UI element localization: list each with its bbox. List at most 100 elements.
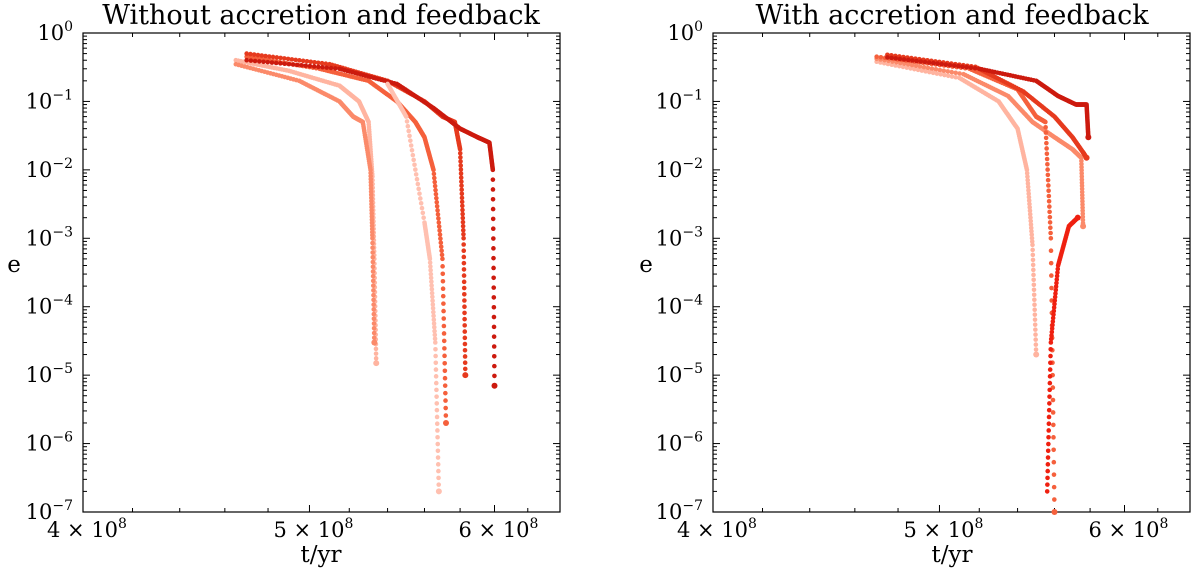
data-point xyxy=(435,434,440,440)
y-tick-label: 10−6 xyxy=(26,430,73,456)
data-point xyxy=(1048,260,1054,266)
data-point xyxy=(951,63,957,68)
data-point xyxy=(1033,337,1038,342)
data-point xyxy=(1043,135,1049,141)
data-point xyxy=(266,54,272,59)
y-tick-label: 10−6 xyxy=(656,430,703,456)
data-point xyxy=(1046,198,1052,204)
data-point xyxy=(373,351,379,356)
data-point xyxy=(1047,204,1052,209)
data-point xyxy=(1048,360,1053,366)
data-point xyxy=(956,63,961,69)
data-point xyxy=(1048,340,1054,345)
data-point xyxy=(418,196,423,201)
y-tick-label: 10−4 xyxy=(656,293,703,319)
data-point xyxy=(1053,284,1059,289)
data-point xyxy=(373,360,380,367)
data-point xyxy=(404,119,410,124)
data-point xyxy=(371,325,377,331)
data-points xyxy=(233,51,498,495)
data-point xyxy=(491,354,497,359)
data-point xyxy=(460,215,466,221)
data-point xyxy=(461,285,467,291)
data-point xyxy=(244,57,249,63)
data-point xyxy=(430,302,436,307)
data-points xyxy=(874,52,1092,515)
data-point xyxy=(427,260,433,265)
x-tick-label: 6 × 108 xyxy=(1089,516,1169,542)
data-point xyxy=(1050,315,1056,321)
data-point xyxy=(373,356,379,361)
data-point xyxy=(373,346,379,352)
data-point xyxy=(442,368,448,374)
y-tick-label: 10−1 xyxy=(26,87,73,113)
data-point xyxy=(432,332,438,338)
data-point xyxy=(1033,332,1038,337)
data-point xyxy=(1031,267,1036,273)
data-point xyxy=(299,62,304,68)
data-point xyxy=(1048,230,1053,236)
data-point xyxy=(407,133,412,139)
data-point xyxy=(428,271,434,277)
data-point xyxy=(435,488,442,495)
data-point xyxy=(1033,351,1040,358)
data-point xyxy=(405,123,411,129)
data-point xyxy=(413,167,418,172)
data-point xyxy=(328,65,334,71)
data-point xyxy=(491,285,497,290)
data-point xyxy=(252,58,258,64)
data-point xyxy=(308,59,314,65)
data-point xyxy=(491,255,496,261)
data-point xyxy=(1028,225,1034,231)
data-point xyxy=(949,74,955,79)
data-point xyxy=(427,256,433,262)
data-point xyxy=(436,468,441,474)
data-point xyxy=(461,242,466,247)
series xyxy=(874,59,1040,358)
series xyxy=(885,52,1090,161)
data-point xyxy=(1026,198,1032,203)
data-point xyxy=(315,60,321,66)
data-point xyxy=(1026,194,1032,200)
data-point xyxy=(915,67,921,73)
data-point xyxy=(332,66,338,71)
data-point xyxy=(945,73,951,79)
data-point xyxy=(1026,191,1031,197)
data-point xyxy=(1052,298,1058,303)
data-point xyxy=(371,316,377,322)
data-point xyxy=(1049,333,1054,338)
data-point xyxy=(462,341,468,347)
data-point xyxy=(1047,214,1053,220)
data-point xyxy=(438,240,444,245)
data-point xyxy=(1045,162,1050,167)
data-point xyxy=(432,183,438,189)
data-point xyxy=(370,235,375,241)
data-point xyxy=(434,195,439,201)
data-point xyxy=(1049,285,1054,291)
data-point xyxy=(371,311,377,317)
data-point xyxy=(248,51,253,57)
data-point xyxy=(889,55,894,61)
data-point xyxy=(289,57,295,62)
data-point xyxy=(953,74,959,80)
data-point xyxy=(437,232,443,237)
data-point xyxy=(458,175,464,180)
data-point xyxy=(458,167,464,172)
data-point xyxy=(1046,414,1052,420)
data-point xyxy=(462,335,468,341)
data-point xyxy=(434,421,440,427)
data-point xyxy=(461,267,467,272)
data-point xyxy=(432,179,438,185)
series xyxy=(1044,214,1081,494)
data-point xyxy=(371,288,376,293)
y-tick-label: 10−7 xyxy=(656,498,703,524)
data-point xyxy=(370,250,375,255)
data-point xyxy=(459,183,464,188)
series xyxy=(385,81,442,495)
data-point xyxy=(1044,151,1050,157)
data-point xyxy=(1026,188,1031,193)
data-point xyxy=(285,56,291,62)
data-point xyxy=(1044,140,1049,146)
data-point xyxy=(442,353,447,359)
data-point xyxy=(1048,346,1053,352)
